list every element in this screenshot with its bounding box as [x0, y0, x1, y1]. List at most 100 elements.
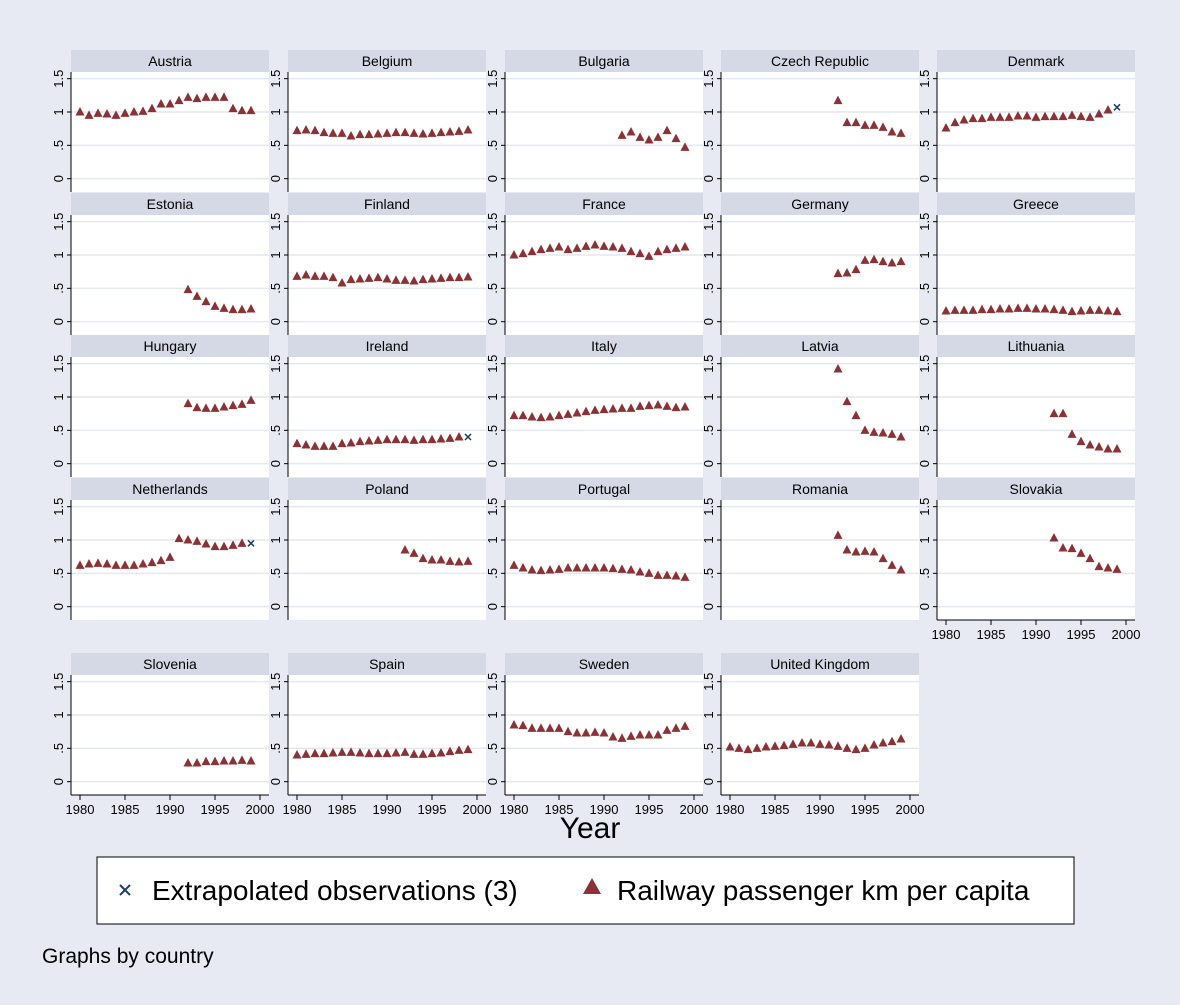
data-point	[445, 127, 455, 136]
data-point	[1067, 429, 1077, 438]
y-tick-label: 1	[485, 251, 500, 258]
data-point	[581, 241, 591, 250]
data-point	[418, 749, 428, 758]
data-point	[581, 563, 591, 572]
data-point	[590, 405, 600, 414]
data-point	[147, 557, 157, 567]
data-point	[608, 404, 618, 413]
data-point	[536, 244, 546, 254]
x-tick-label: 1995	[851, 802, 880, 817]
y-tick-label: .5	[268, 425, 283, 436]
x-tick-label: 1985	[761, 802, 790, 817]
data-point	[572, 243, 582, 252]
panel-poland: Poland 0 .5 1 1.5	[268, 478, 486, 620]
data-point	[563, 726, 573, 736]
legend-box	[96, 856, 1075, 925]
data-point	[1085, 553, 1095, 563]
panel-title: Czech Republic	[771, 53, 869, 69]
data-point	[644, 251, 654, 260]
plot-area	[721, 357, 919, 477]
y-tick-label: 0	[917, 318, 932, 325]
y-tick-label: 1.5	[917, 213, 932, 231]
panel-strip	[937, 50, 1135, 72]
data-point	[337, 128, 347, 137]
y-tick-label: 1.5	[51, 498, 66, 516]
x-tick-label: 1990	[156, 802, 185, 817]
data-point	[454, 432, 464, 441]
data-point	[1049, 533, 1059, 542]
data-point	[463, 744, 473, 754]
panel-strip	[288, 478, 486, 500]
data-point	[292, 271, 302, 280]
panel-title: Slovenia	[143, 656, 197, 672]
y-tick-label: 1.5	[701, 213, 716, 231]
data-point	[878, 738, 888, 747]
data-point	[860, 743, 870, 752]
data-point	[554, 723, 564, 732]
data-point	[355, 274, 365, 283]
data-point	[102, 559, 112, 568]
data-point	[842, 396, 852, 406]
data-point	[653, 246, 663, 256]
panel-italy: Italy 0 .5 1 1.5	[485, 335, 703, 477]
data-point	[391, 127, 401, 137]
y-tick-label: 0	[51, 603, 66, 610]
data-point	[463, 125, 473, 134]
x-tick-label: 1985	[328, 802, 357, 817]
data-point	[1058, 111, 1068, 121]
data-point	[572, 728, 582, 737]
data-point	[1058, 305, 1068, 314]
data-point	[896, 128, 906, 137]
data-point	[518, 410, 528, 420]
data-point	[896, 256, 906, 266]
data-point	[518, 720, 528, 730]
data-point	[644, 135, 654, 144]
panel-strip	[721, 50, 919, 72]
data-point	[626, 565, 636, 574]
data-point	[436, 555, 446, 564]
data-point	[355, 129, 365, 139]
data-point	[120, 108, 130, 117]
data-point	[382, 274, 392, 283]
panel-strip	[721, 478, 919, 500]
data-point	[1067, 110, 1077, 119]
y-tick-label: 0	[917, 175, 932, 182]
y-tick-label: 1.5	[485, 355, 500, 373]
data-point	[644, 730, 654, 739]
panel-strip	[71, 50, 269, 72]
data-point	[391, 434, 401, 444]
y-tick-label: .5	[51, 283, 66, 294]
data-point	[102, 109, 112, 118]
x-tick-label: 1980	[66, 802, 95, 817]
data-point	[662, 725, 672, 734]
data-point	[292, 125, 302, 135]
data-point	[1103, 306, 1113, 315]
data-point	[84, 559, 94, 568]
data-point	[734, 743, 744, 752]
panel-romania: Romania 0 .5 1 1.5	[701, 478, 919, 620]
data-point	[301, 125, 311, 134]
data-point	[887, 127, 897, 136]
data-point	[1022, 303, 1032, 312]
data-point	[590, 727, 600, 736]
data-point	[1112, 306, 1122, 316]
data-point	[1112, 564, 1122, 573]
x-tick-label: 1980	[932, 627, 961, 642]
data-point	[337, 278, 347, 287]
plot-area	[505, 500, 703, 620]
data-point	[156, 555, 166, 565]
panel-hungary: Hungary 0 .5 1 1.5	[51, 335, 269, 477]
x-tick-label: 1990	[373, 802, 402, 817]
data-point	[418, 129, 428, 138]
data-point	[968, 305, 978, 314]
data-point	[301, 270, 311, 279]
panel-title: Ireland	[366, 338, 409, 354]
data-point	[463, 556, 473, 565]
panel-france: France 0 .5 1 1.5	[485, 193, 703, 335]
y-tick-label: 1.5	[485, 70, 500, 88]
panel-title: Portugal	[578, 481, 630, 497]
data-point	[246, 304, 256, 313]
x-tick-label: 1995	[418, 802, 447, 817]
data-point	[950, 305, 960, 314]
panel-strip	[721, 193, 919, 215]
